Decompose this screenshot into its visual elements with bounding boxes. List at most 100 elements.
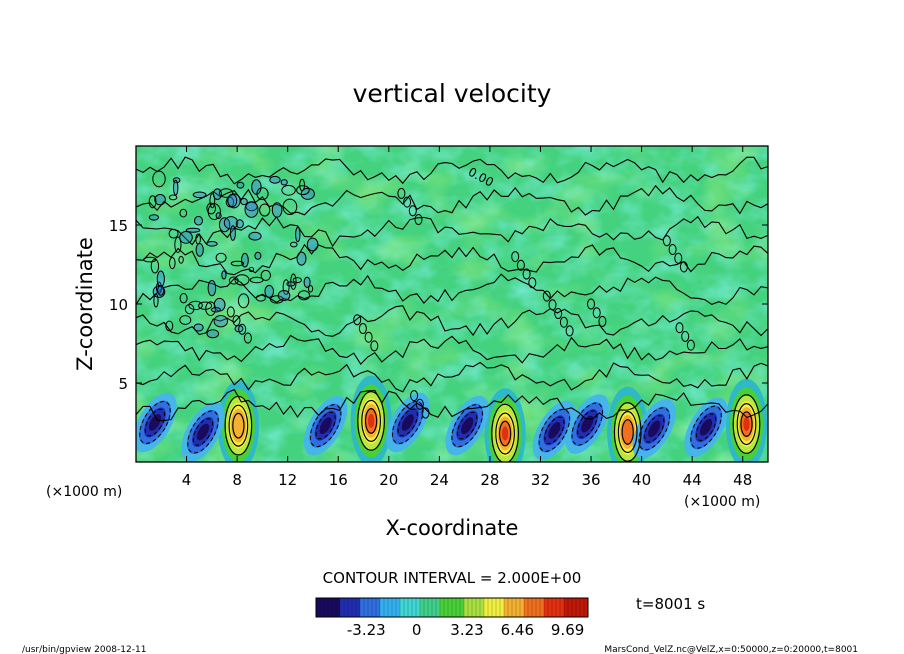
turbulent-contour [152,170,166,188]
zero-contour [136,305,768,337]
colorbar-swatch [340,598,345,617]
colorbar-swatch [316,598,321,617]
contour-chain-loop [403,196,412,208]
turbulent-contour [235,219,244,229]
colorbar-swatch [524,598,529,617]
colorbar-swatch [360,598,365,617]
downdraft-contour [690,405,722,449]
contour-chain-loop [565,325,574,337]
time-label: t=8001 s [636,595,705,613]
turbulent-contour [303,276,311,288]
y-tick-label: 15 [109,217,128,235]
zero-contour [136,243,768,276]
colorbar-swatch [420,598,425,617]
turbulent-contour [215,212,222,220]
colorbar-swatch [456,598,461,617]
updraft-contour [495,412,515,455]
downdraft-contour [571,402,604,446]
contour-chain-loop [408,205,417,217]
updraft-contour [736,403,757,446]
colorbar-swatch [572,598,577,617]
updraft-cell [484,388,526,462]
turbulent-contour [193,323,204,332]
turbulent-contour [165,320,174,332]
turbulent-contour [277,290,291,301]
colorbar-tick-label: 6.46 [501,621,534,639]
zero-contour [136,361,768,393]
x-tick-label: 32 [531,471,550,489]
turbulent-contour [174,236,182,253]
turbulent-contour [296,251,307,266]
colorbar-swatch [580,598,585,617]
colorbar-swatch [476,598,481,617]
colorbar-swatch [408,598,413,617]
colorbar-swatch [440,598,445,617]
footer-left: /usr/bin/gpview 2008-12-11 [22,645,146,654]
colorbar-swatch [496,598,501,617]
turbulent-contour [221,270,227,280]
colorbar-swatch [584,598,589,617]
colorbar-swatch [508,598,513,617]
contour-chain-loop [668,244,677,255]
y-tick-label: 5 [118,375,128,393]
colorbar-swatch [504,598,509,617]
colorbar-swatch [516,598,521,617]
colorbar-swatch [544,598,549,617]
colorbar-swatch [536,598,541,617]
colorbar-swatch [500,598,505,617]
turbulent-contour [206,241,218,247]
contour-chain-loop [554,308,563,319]
turbulent-contour [179,208,188,218]
turbulent-contour [209,193,216,209]
x-tick-label: 20 [379,471,398,489]
colorbar-swatch [560,598,565,617]
contour-chain-loop [592,307,601,319]
turbulent-contour [248,231,262,241]
contour-chain-loop [414,214,423,225]
turbulent-contour [168,194,178,201]
contour-chain-loop [662,235,671,247]
colorbar-swatch [472,598,477,617]
turbulent-contour [290,241,298,248]
colorbar-swatch [372,598,377,617]
colorbar-ticks: -3.23 0 3.23 6.46 9.69 [347,621,584,639]
plot-area: 0.00 [136,146,768,462]
downdraft-cell [303,395,348,456]
zero-contour [136,273,768,306]
turbulent-contour [271,202,283,218]
contour-chain-loop [674,252,683,264]
x-axis-ticks: 4 8 12 16 20 24 28 32 36 40 44 48 [182,146,752,489]
turbulent-contour [229,225,236,241]
downdraft-contour [309,404,342,448]
colorbar-swatch [320,598,325,617]
turbulent-contour [148,214,159,221]
colorbar-swatch [540,598,545,617]
colorbar-swatch [404,598,409,617]
colorbar-swatch [468,598,473,617]
x-tick-label: 40 [632,471,651,489]
turbulent-contour [207,280,217,297]
x-tick-label: 16 [329,471,348,489]
colorbar-swatch [548,598,553,617]
y-axis-ticks: 5 10 15 [109,217,768,393]
colorbar-tick-label: -3.23 [347,621,386,639]
contour-chain-loop [675,322,684,334]
updraft-contour [357,391,385,451]
colorbar-swatch [464,598,469,617]
colorbar-swatch [564,598,569,617]
updraft-contour [613,402,642,462]
colorbar-swatch [488,598,493,617]
colorbar-swatch [388,598,393,617]
contour-chain-loop [587,298,595,310]
turbulent-contour [308,285,314,293]
colorbar-swatch [532,598,537,617]
turbulent-contour [198,301,213,310]
turbulent-contour [249,276,264,284]
colorbar-swatch [448,598,453,617]
updraft-contour [621,419,634,445]
turbulent-contour [264,284,275,298]
contour-chain-loop [243,332,252,344]
colorbar-swatch [380,598,385,617]
updraft-contour [491,403,519,462]
colorbar-swatch [424,598,429,617]
